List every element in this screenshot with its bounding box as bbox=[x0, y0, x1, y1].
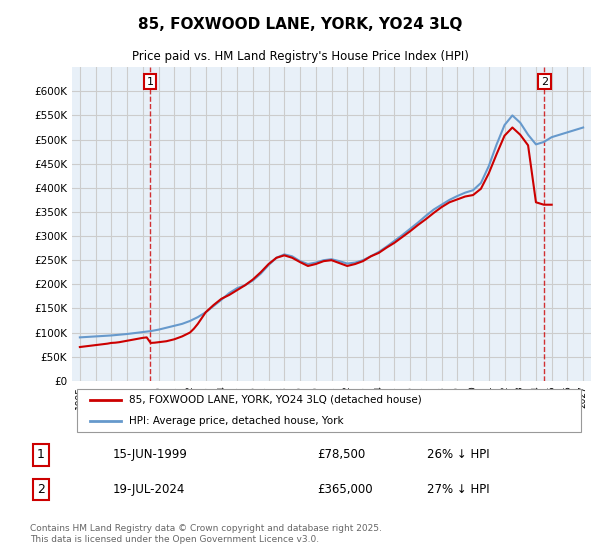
Text: Contains HM Land Registry data © Crown copyright and database right 2025.
This d: Contains HM Land Registry data © Crown c… bbox=[30, 524, 382, 544]
Text: 2: 2 bbox=[37, 483, 45, 496]
Text: £78,500: £78,500 bbox=[317, 448, 365, 461]
Text: HPI: Average price, detached house, York: HPI: Average price, detached house, York bbox=[129, 416, 344, 426]
Text: 27% ↓ HPI: 27% ↓ HPI bbox=[427, 483, 490, 496]
Text: 19-JUL-2024: 19-JUL-2024 bbox=[113, 483, 185, 496]
Text: 26% ↓ HPI: 26% ↓ HPI bbox=[427, 448, 490, 461]
Text: Price paid vs. HM Land Registry's House Price Index (HPI): Price paid vs. HM Land Registry's House … bbox=[131, 50, 469, 63]
Text: 85, FOXWOOD LANE, YORK, YO24 3LQ (detached house): 85, FOXWOOD LANE, YORK, YO24 3LQ (detach… bbox=[129, 395, 422, 405]
Text: 1: 1 bbox=[146, 77, 154, 87]
Text: 85, FOXWOOD LANE, YORK, YO24 3LQ: 85, FOXWOOD LANE, YORK, YO24 3LQ bbox=[138, 17, 462, 32]
Text: 1: 1 bbox=[37, 448, 45, 461]
FancyBboxPatch shape bbox=[77, 389, 581, 432]
Text: £365,000: £365,000 bbox=[317, 483, 373, 496]
Text: 15-JUN-1999: 15-JUN-1999 bbox=[113, 448, 188, 461]
Text: 2: 2 bbox=[541, 77, 548, 87]
